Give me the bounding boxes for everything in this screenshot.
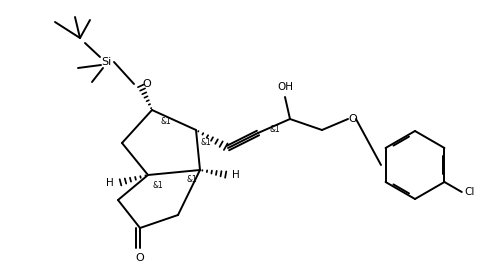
Text: &1: &1: [152, 180, 163, 189]
Text: &1: &1: [269, 124, 280, 133]
Text: &1: &1: [160, 117, 171, 126]
Text: Si: Si: [101, 57, 111, 67]
Text: &1: &1: [186, 176, 197, 185]
Text: O: O: [142, 79, 151, 89]
Text: O: O: [136, 253, 144, 263]
Text: O: O: [348, 114, 357, 124]
Text: OH: OH: [276, 82, 292, 92]
Text: Cl: Cl: [464, 187, 474, 197]
Text: H: H: [232, 170, 240, 180]
Text: H: H: [106, 178, 114, 188]
Text: &1: &1: [200, 138, 211, 147]
